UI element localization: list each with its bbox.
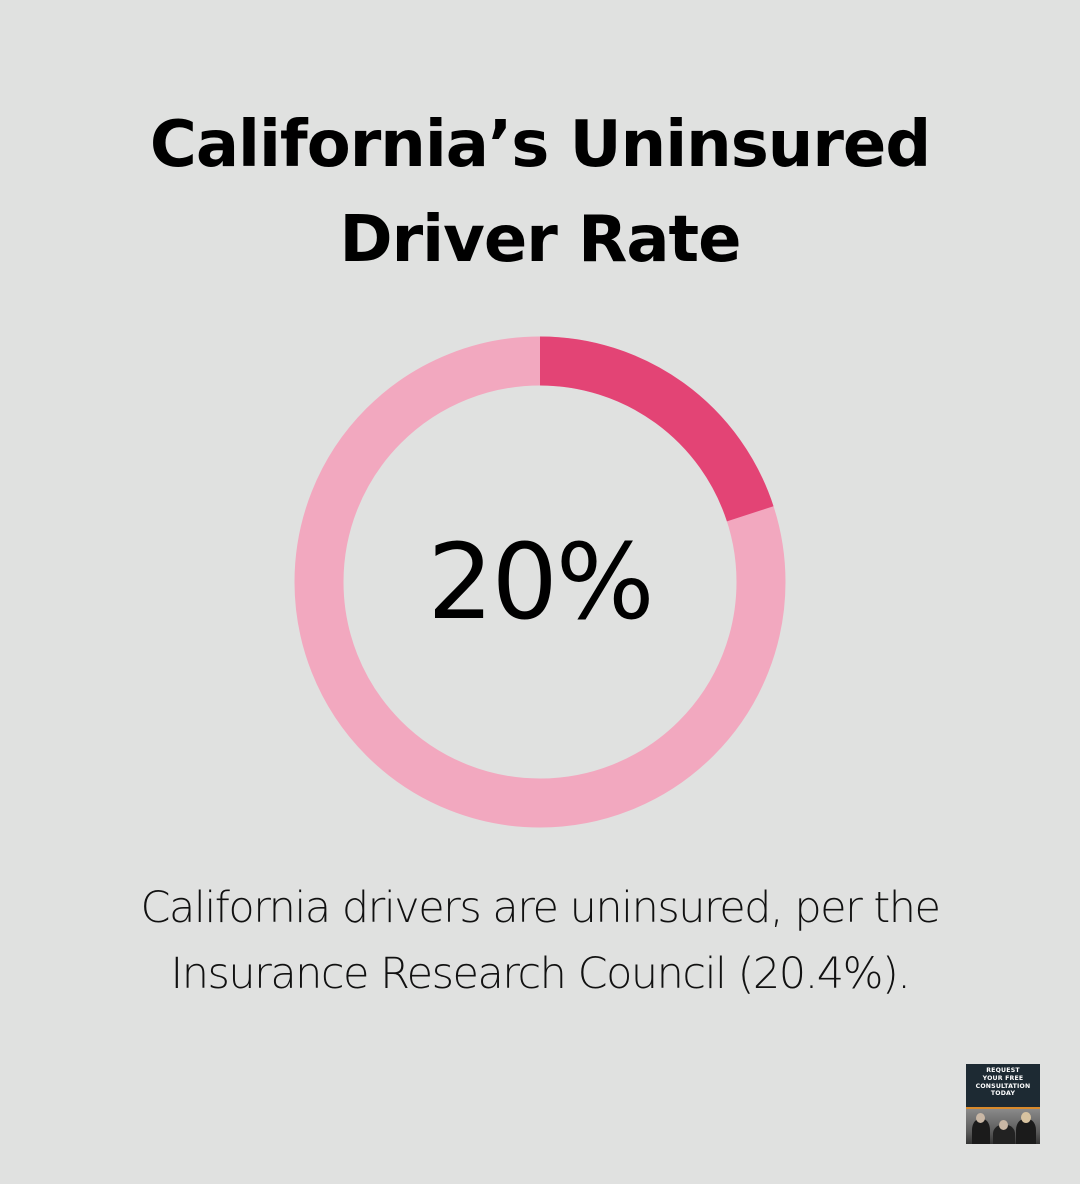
chart-title: California’s Uninsured Driver Rate <box>0 98 1080 288</box>
donut-chart: 20% <box>294 336 786 828</box>
cta-label: REQUEST YOUR FREE CONSULTATION TODAY <box>966 1064 1040 1107</box>
chart-title-line-1: California’s Uninsured <box>149 108 931 182</box>
cta-line-1: REQUEST <box>986 1067 1020 1074</box>
donut-segment-uninsured <box>294 336 786 828</box>
cta-line-4: TODAY <box>990 1090 1016 1098</box>
caption-line-2: Insurance Research Council (20.4%). <box>170 949 911 999</box>
caption-line-1: California drivers are uninsured, per th… <box>140 883 941 933</box>
chart-title-line-2: Driver Rate <box>339 203 741 277</box>
cta-line-2: YOUR FREE <box>982 1074 1024 1082</box>
cta-line-3: CONSULTATION <box>975 1082 1031 1090</box>
free-consultation-button[interactable]: REQUEST YOUR FREE CONSULTATION TODAY <box>966 1064 1040 1144</box>
donut-ring <box>294 336 786 828</box>
cta-accent-bar <box>966 1107 1040 1109</box>
attorneys-photo <box>966 1109 1040 1144</box>
donut-center-value: 20% <box>427 521 654 643</box>
chart-caption: California drivers are uninsured, per th… <box>0 875 1080 1007</box>
